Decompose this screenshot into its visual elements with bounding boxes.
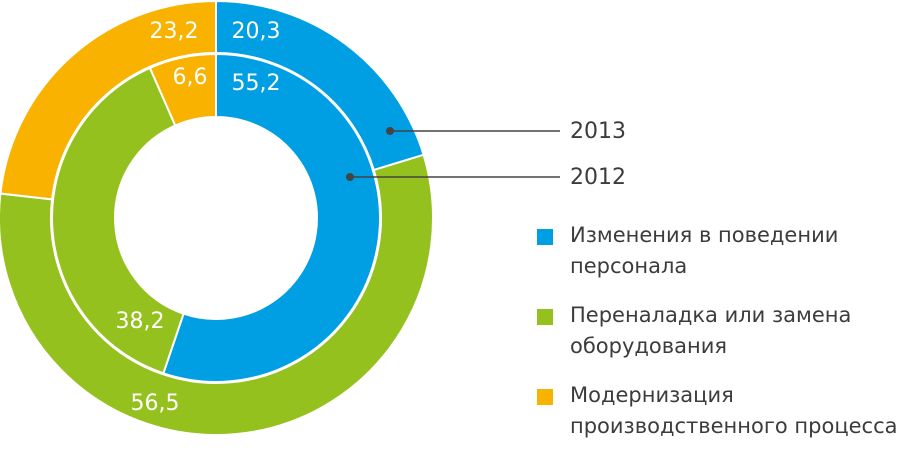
value-label: 56,5 bbox=[131, 391, 180, 416]
value-label: 20,3 bbox=[232, 19, 281, 44]
legend-swatch bbox=[537, 229, 553, 245]
legend-swatch bbox=[537, 309, 553, 325]
donut-segment bbox=[148, 52, 217, 127]
legend-label: Переналадка или замена оборудования bbox=[570, 303, 852, 358]
value-label: 23,2 bbox=[150, 19, 199, 44]
legend-label: Модернизация производственного процесса bbox=[570, 383, 898, 438]
value-label: 38,2 bbox=[116, 309, 165, 334]
value-label: 55,2 bbox=[232, 71, 281, 96]
value-label: 6,6 bbox=[173, 65, 208, 90]
donut-segment bbox=[162, 52, 381, 383]
series-label: 2012 bbox=[570, 165, 626, 190]
donut-segment bbox=[51, 66, 185, 375]
series-label: 2013 bbox=[570, 119, 626, 144]
legend-label: Изменения в поведении персонала bbox=[570, 223, 839, 278]
legend-swatch bbox=[537, 389, 553, 405]
